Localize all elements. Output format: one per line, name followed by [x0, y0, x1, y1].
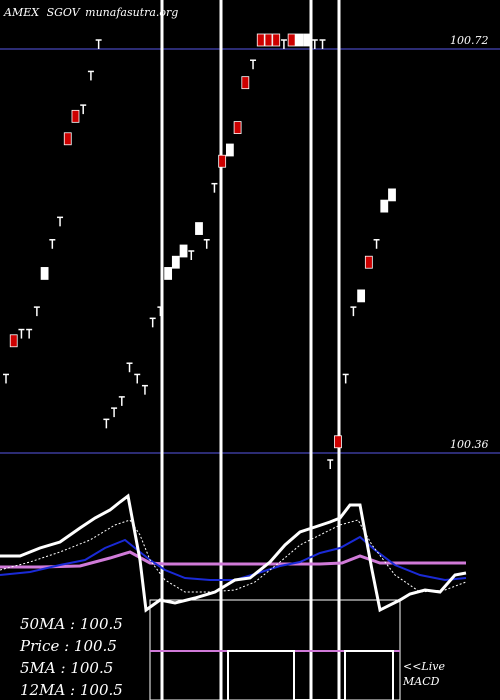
- candle-29: [225, 143, 234, 157]
- candle-37: [287, 33, 296, 47]
- candle-49: [380, 199, 389, 213]
- indicator-layer: [0, 493, 467, 613]
- macd-live-label: <<Live: [403, 660, 445, 673]
- candle-31: [241, 76, 250, 90]
- low-level-label: 100.36: [450, 438, 489, 451]
- candle-28: [218, 154, 227, 168]
- ma50-stat: 50MA : 100.5: [20, 615, 123, 633]
- candle-46: [357, 289, 366, 303]
- exchange-label: AMEX: [3, 6, 40, 19]
- candle-50: [388, 188, 396, 202]
- high-level-label: 100.72: [450, 34, 489, 47]
- candle-1: [9, 334, 18, 348]
- candle-8: [63, 132, 72, 146]
- ma12-stat: 12MA : 100.5: [20, 681, 123, 699]
- candle-23: [179, 244, 188, 258]
- macd-title-label: MACD: [402, 675, 440, 688]
- candle-47: [364, 255, 373, 269]
- ma5-stat: 5MA : 100.5: [20, 659, 113, 677]
- candle-38: [295, 33, 304, 47]
- stats-panel: 50MA : 100.5 Price : 100.5 5MA : 100.5 1…: [19, 615, 123, 699]
- candle-25: [195, 222, 203, 235]
- site-label: munafasutra.org: [85, 6, 178, 19]
- candles-layer: [3, 33, 396, 469]
- candle-5: [40, 267, 49, 280]
- candle-22: [171, 255, 180, 269]
- candle-39: [303, 33, 311, 47]
- macd-line: [227, 650, 394, 700]
- candle-34: [264, 33, 273, 47]
- session-separators: [160, 0, 341, 700]
- candle-33: [256, 33, 265, 47]
- price-stat: Price : 100.5: [19, 637, 117, 655]
- price-line: [0, 493, 467, 613]
- candle-21: [164, 267, 173, 280]
- candle-9: [71, 109, 80, 123]
- symbol-label: SGOV: [47, 6, 81, 19]
- candle-43: [334, 435, 342, 449]
- chart-header: AMEX SGOV munafasutra.org: [3, 6, 178, 19]
- candle-30: [233, 121, 242, 134]
- candle-35: [272, 33, 281, 47]
- macd-panel: <<Live MACD: [149, 599, 445, 700]
